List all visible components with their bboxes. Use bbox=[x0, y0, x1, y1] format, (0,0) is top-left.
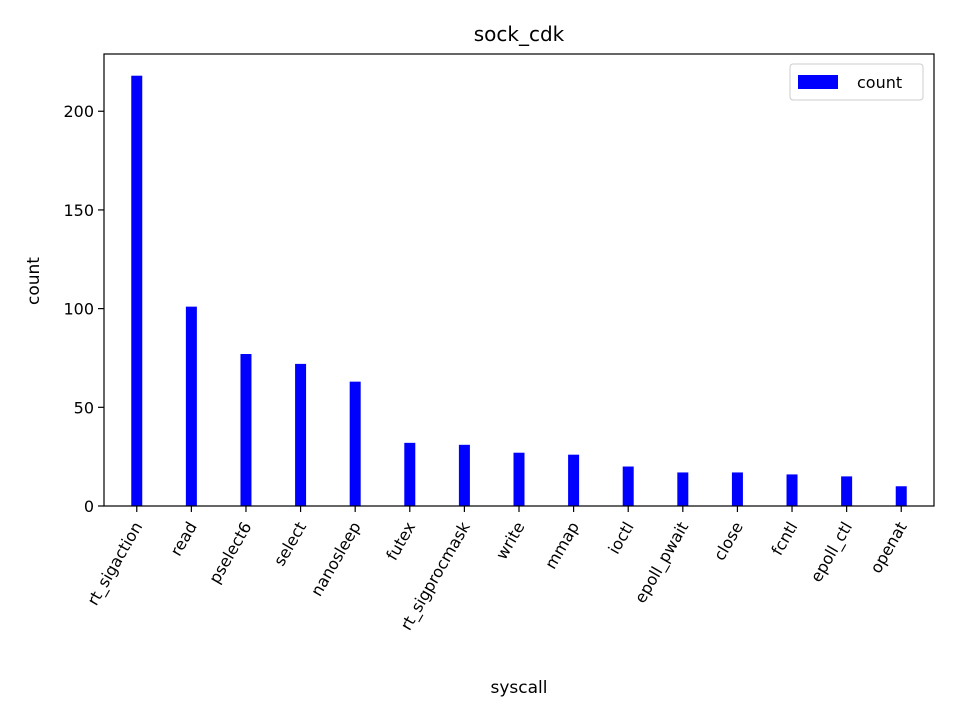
x-tick-label: rt_sigaction bbox=[83, 519, 147, 610]
legend: count bbox=[789, 63, 924, 101]
bar-fcntl bbox=[786, 474, 798, 506]
legend-box bbox=[789, 63, 924, 101]
legend-swatch bbox=[798, 75, 838, 89]
bar-pselect6 bbox=[240, 354, 252, 506]
x-axis-label: syscall bbox=[491, 678, 548, 698]
x-tick-label: fcntl bbox=[767, 519, 801, 559]
bar-openat bbox=[895, 486, 907, 506]
y-tick-label: 200 bbox=[63, 102, 94, 121]
bar-nanosleep bbox=[349, 381, 361, 506]
x-tick-label: read bbox=[166, 519, 200, 560]
legend-label: count bbox=[857, 73, 902, 92]
y-tick-label: 100 bbox=[63, 300, 94, 319]
x-tick-label: pselect6 bbox=[205, 519, 255, 587]
x-tick-label: futex bbox=[382, 519, 419, 564]
x-tick-label: openat bbox=[866, 519, 910, 577]
bar-read bbox=[185, 306, 197, 506]
bar-rt_sigprocmask bbox=[458, 444, 470, 506]
x-tick-label: epoll_pwait bbox=[631, 519, 694, 607]
bar-epoll_ctl bbox=[841, 476, 853, 506]
y-tick-label: 0 bbox=[84, 497, 94, 516]
plot-area: 0 50 100 150 200 rt_sigaction read pselect6 sele… bbox=[63, 53, 935, 634]
x-tick-label: mmap bbox=[541, 519, 583, 573]
bar-write bbox=[513, 452, 525, 506]
bar-futex bbox=[404, 442, 416, 506]
y-tick-label: 150 bbox=[63, 201, 94, 220]
x-tick-label: epoll_ctl bbox=[807, 519, 857, 586]
bar-close bbox=[731, 472, 743, 506]
bar-rt_sigaction bbox=[131, 75, 143, 506]
bar-ioctl bbox=[622, 466, 634, 506]
bar-select bbox=[295, 363, 307, 506]
x-tick-label: nanosleep bbox=[307, 519, 365, 600]
x-tick-label: ioctl bbox=[604, 519, 637, 558]
bar-epoll_pwait bbox=[677, 472, 689, 506]
x-tick-label: select bbox=[270, 519, 310, 570]
y-tick-label: 50 bbox=[74, 398, 94, 417]
x-tick-label: write bbox=[492, 519, 529, 563]
axes-frame bbox=[103, 53, 935, 507]
bar-mmap bbox=[568, 454, 580, 506]
x-tick-label: close bbox=[710, 519, 747, 564]
y-axis-label: count bbox=[24, 257, 44, 305]
chart-title: sock_cdk bbox=[474, 22, 565, 46]
